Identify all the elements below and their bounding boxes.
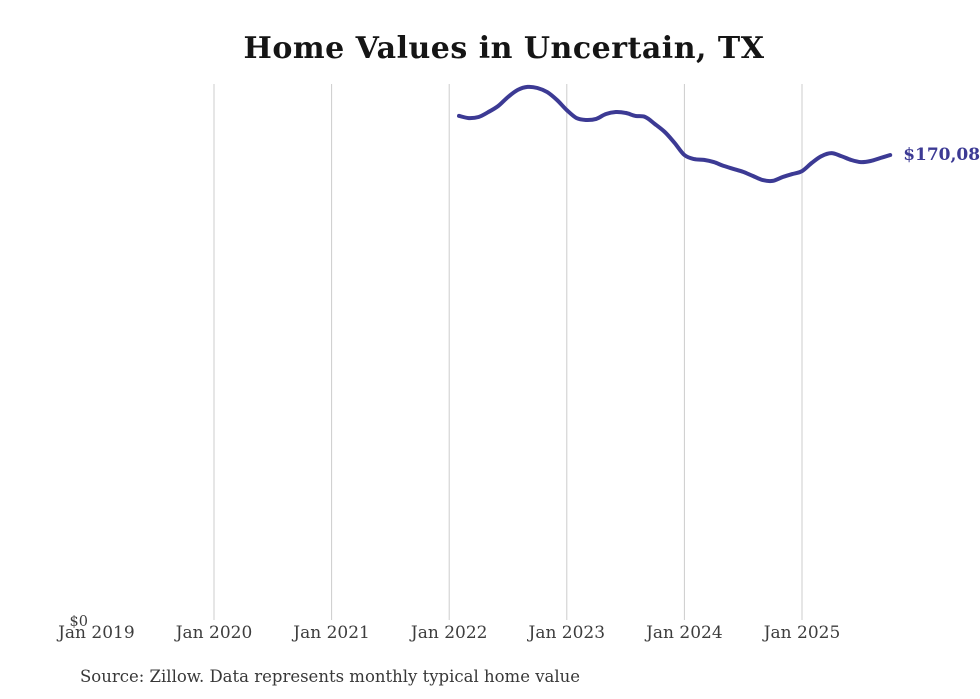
y-axis-zero-label: $0 (70, 614, 88, 630)
x-axis-tick-label: Jan 2024 (644, 623, 723, 643)
chart-title: Home Values in Uncertain, TX (243, 31, 765, 66)
x-axis-tick-label: Jan 2021 (291, 623, 370, 643)
x-axis-tick-label: Jan 2022 (409, 623, 488, 643)
x-axis-tick-label: Jan 2019 (56, 623, 135, 643)
source-note: Source: Zillow. Data represents monthly … (80, 667, 581, 686)
home-value-line-series (457, 84, 893, 184)
x-axis-tick-label: Jan 2023 (527, 623, 606, 643)
x-axis-tick-label: Jan 2020 (174, 623, 253, 643)
x-axis-tick-label: Jan 2025 (762, 623, 841, 643)
current-value-label: $170,089 (903, 145, 980, 165)
gridline-group (213, 84, 803, 620)
x-axis-tick-labels: Jan 2019 Jan 2020 Jan 2021 Jan 2022 Jan 2023… (56, 623, 840, 643)
